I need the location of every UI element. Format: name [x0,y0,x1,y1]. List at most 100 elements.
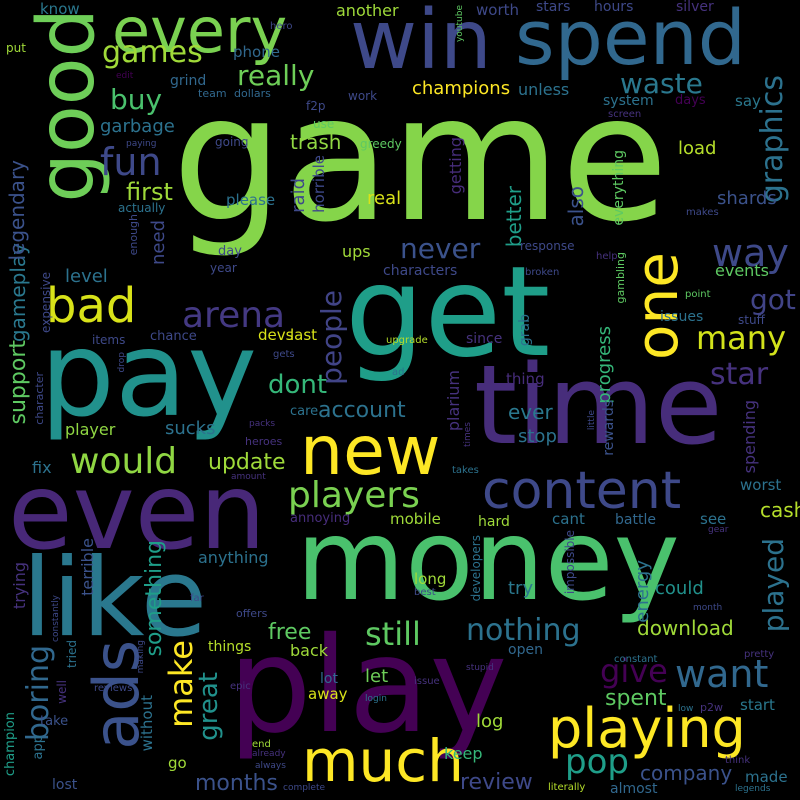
word-everything: everything [611,150,627,226]
word-offers: offers [236,607,268,620]
word-champion: champion [3,712,18,777]
word-graphics: graphics [755,75,790,204]
word-greedy: greedy [360,137,402,151]
word-trash: trash [290,130,342,154]
word-fun: fun [100,140,162,184]
word-f2p: f2p [306,99,326,113]
word-also: also [564,186,588,227]
word-new: new [300,412,441,491]
word-p2w: p2w [700,701,723,714]
word-update: update [208,450,286,475]
word-stars: stars [536,0,571,15]
word-much: much [302,727,464,795]
word-still: still [365,615,421,653]
word-another: another [336,1,399,20]
word-gear: gear [708,525,729,535]
word-go: go [168,754,187,772]
word-day: day [218,244,242,259]
word-heroes: heroes [245,435,283,448]
word-gets: gets [273,349,295,360]
word-complete: complete [283,783,326,793]
word-start: start [740,696,775,714]
word-support: support [6,340,31,425]
word-star: star [710,357,769,392]
word-months: months [195,771,278,796]
word-one: one [623,252,691,360]
word-progress: progress [594,326,615,404]
word-youtube: youtube [455,5,465,43]
word-already: already [252,749,286,759]
word-without: without [138,695,156,752]
word-last: last [290,326,318,344]
word-getting: getting [446,137,465,195]
word-spending: spending [740,400,759,474]
word-buy: buy [110,83,163,116]
word-every: every [112,0,288,67]
word-fix: fix [32,458,52,477]
word-enough: enough [127,214,140,256]
word-point: point [685,289,711,300]
word-give: give [600,652,668,690]
word-plarium: plarium [444,370,463,432]
word-edit: edit [116,71,134,81]
word-see: see [700,510,727,528]
word-account: account [318,398,406,423]
word-trying: trying [10,562,29,610]
word-pop: pop [565,742,629,782]
word-hard: hard [478,514,510,530]
word-end: end [252,739,271,750]
word-money: money [296,496,680,626]
word-thing: thing [506,370,545,388]
word-first: first [126,178,173,206]
word-review: review [460,770,533,795]
word-almost: almost [610,781,658,797]
word-tried: tried [65,640,79,668]
word-bad: bad [46,278,137,334]
word-gambling: gambling [614,252,627,304]
word-games: games [102,35,203,70]
word-put: put [6,41,26,55]
word-impossible: impossible [563,530,577,595]
word-even: even [8,451,266,573]
word-takes: takes [452,465,479,476]
word-garbage: garbage [100,116,175,137]
word-open: open [508,642,543,658]
word-legendary: legendary [5,160,29,261]
word-care: care [290,404,319,419]
word-expensive: expensive [39,272,53,333]
word-free: free [268,620,312,645]
word-things: things [208,639,252,655]
word-developers: developers [469,535,483,602]
word-unless: unless [518,80,570,99]
word-stuff: stuff [738,313,765,327]
word-best: best [414,587,436,598]
word-month: month [693,603,723,613]
word-cant: cant [552,510,585,528]
word-dollars: dollars [234,87,271,100]
word-something: something [142,540,167,657]
word-team: team [198,87,227,100]
word-way: way [712,231,789,275]
word-little: little [587,410,597,431]
word-got: got [750,283,796,316]
word-away: away [308,685,348,703]
word-year: year [210,261,237,275]
word-hours: hours [594,0,634,15]
word-think: think [725,755,751,766]
word-say: say [735,92,761,110]
word-system: system [603,93,654,109]
word-anything: anything [198,548,269,567]
word-actually: actually [118,201,166,215]
word-players: players [288,475,420,516]
word-phone: phone [233,43,280,61]
word-makes: makes [686,207,719,218]
word-waste: waste [620,67,703,100]
word-drop: drop [117,352,127,373]
word-days: days [675,93,706,108]
word-paying: paying [126,139,157,149]
word-level: level [65,266,108,287]
word-epic: epic [230,681,251,692]
word-game: game [172,58,669,261]
word-back: back [290,641,329,660]
